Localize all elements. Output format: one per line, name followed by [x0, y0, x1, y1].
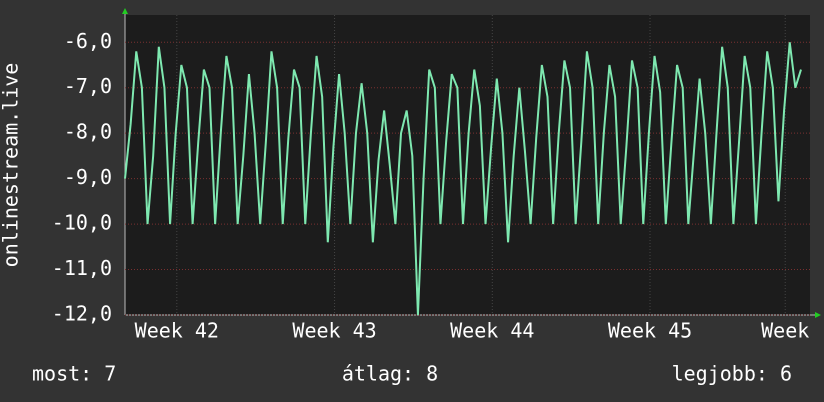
- y-tick-label: -12,0: [52, 302, 112, 326]
- y-tick-label: -9,0: [64, 165, 112, 189]
- y-tick-label: -8,0: [64, 120, 112, 144]
- x-tick-label: Week 45: [608, 319, 692, 343]
- x-tick-label: Week 44: [450, 319, 534, 343]
- y-tick-label: -6,0: [64, 29, 112, 53]
- y-axis-label: onlinestream.live: [0, 63, 23, 268]
- y-tick-label: -11,0: [52, 256, 112, 280]
- y-tick-label: -10,0: [52, 211, 112, 235]
- x-tick-label: Week 43: [292, 319, 376, 343]
- footer-best: legjobb: 6: [672, 362, 792, 386]
- data-line: [124, 42, 802, 316]
- y-tick-label: -7,0: [64, 74, 112, 98]
- x-tick-label: Week 42: [135, 319, 219, 343]
- y-arrow: [122, 8, 128, 14]
- footer-current: most: 7: [32, 362, 116, 386]
- footer-average: átlag: 8: [342, 362, 438, 386]
- x-tick-label: Week: [761, 319, 809, 343]
- x-arrow: [815, 312, 821, 318]
